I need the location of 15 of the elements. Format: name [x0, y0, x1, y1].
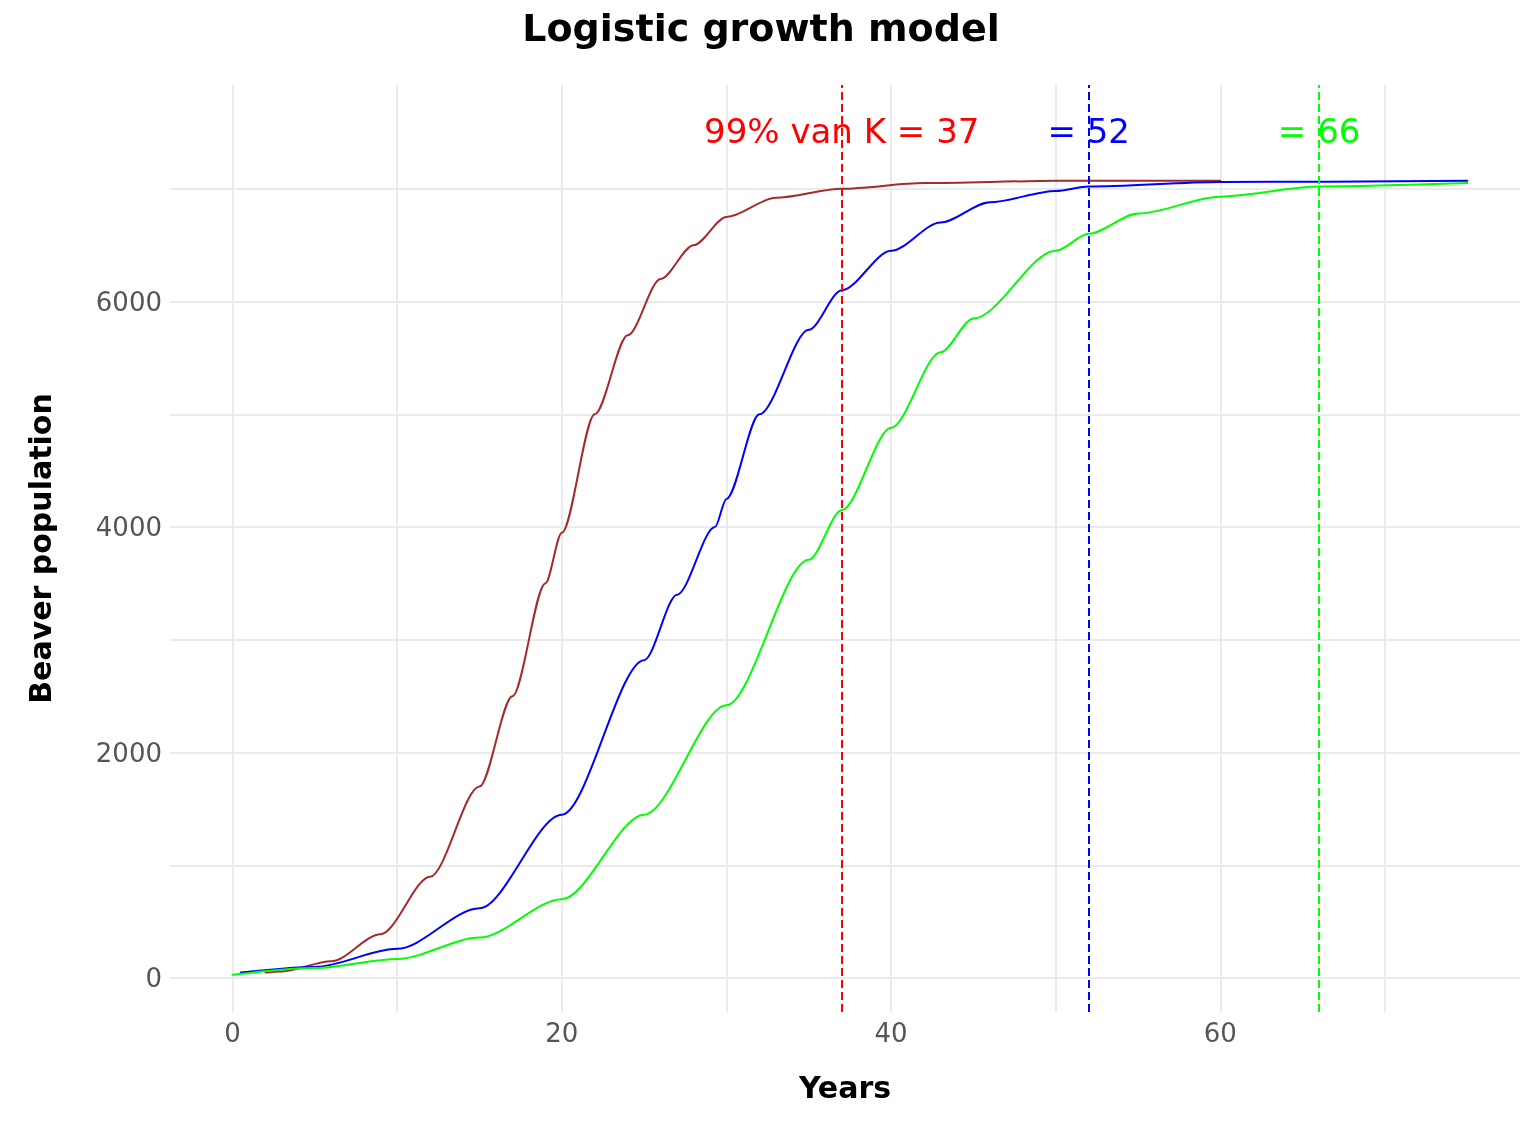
- x-tick-label: 60: [1203, 1018, 1237, 1048]
- x-tick-label: 40: [874, 1018, 908, 1048]
- line-series: [264, 179, 1222, 974]
- y-tick-label: 4000: [95, 512, 162, 543]
- x-axis-title: Years: [797, 1069, 892, 1105]
- ref-line-label: = 52: [1047, 111, 1130, 151]
- x-tick-label: 20: [545, 1018, 579, 1048]
- ref-line-label: = 66: [1277, 111, 1361, 151]
- x-tick-label: 0: [224, 1018, 241, 1048]
- y-tick-label: 6000: [95, 286, 162, 317]
- chart-title: Logistic growth model: [522, 6, 1000, 50]
- y-axis-title: Beaver population: [22, 393, 58, 704]
- ref-line-label: 99% van K = 37: [704, 111, 980, 151]
- y-tick-label: 0: [145, 963, 162, 994]
- y-tick-label: 2000: [95, 737, 162, 768]
